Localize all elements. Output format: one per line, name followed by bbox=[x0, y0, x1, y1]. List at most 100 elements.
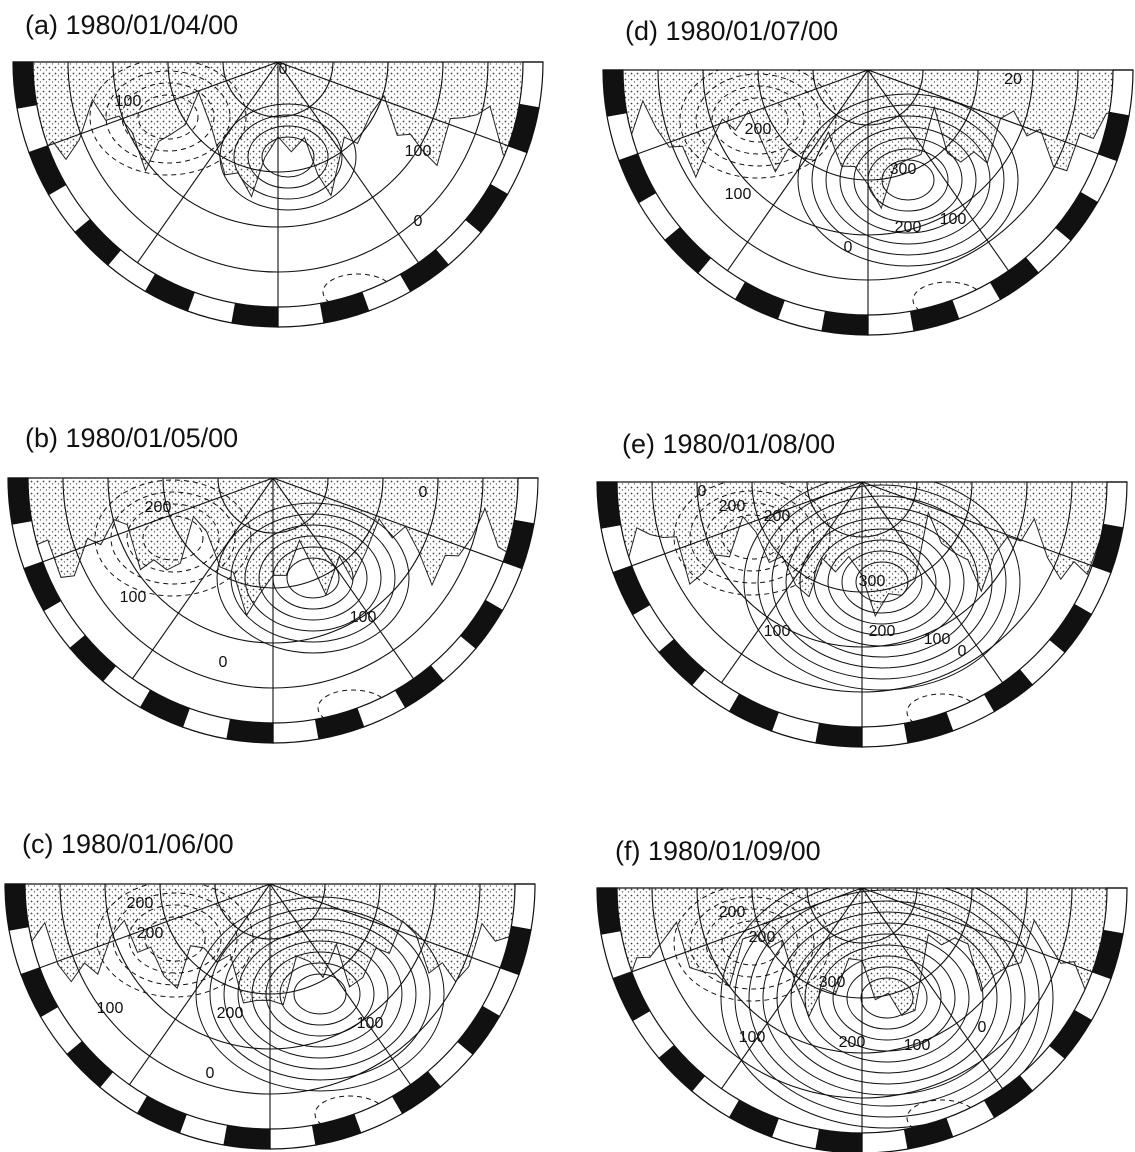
ring-segment bbox=[1109, 70, 1133, 116]
map-body bbox=[5, 674, 535, 1149]
ring-segment bbox=[44, 601, 86, 649]
panel-title: (e) 1980/01/08/00 bbox=[622, 429, 835, 459]
figure: (a) 1980/01/04/00 0 100 100 0 (b) 1980/01/05/… bbox=[0, 0, 1135, 1152]
ring-segment bbox=[13, 62, 37, 108]
ring-segment bbox=[401, 250, 449, 292]
contour-label: 100 bbox=[97, 1000, 124, 1017]
ring-segment bbox=[5, 884, 29, 930]
contour-label: 300 bbox=[890, 161, 917, 178]
ring-segment bbox=[187, 292, 235, 323]
ring-segment bbox=[985, 670, 1033, 712]
contour-label: 0 bbox=[844, 239, 853, 256]
contour-label: 100 bbox=[940, 211, 967, 228]
contour-label: 200 bbox=[217, 1005, 244, 1022]
ring-segment bbox=[357, 690, 406, 727]
ring-segment bbox=[273, 719, 319, 743]
panel-title: (d) 1980/01/07/00 bbox=[625, 16, 838, 46]
ring-segment bbox=[1103, 482, 1127, 528]
ring-segment bbox=[816, 723, 862, 747]
ring-segment bbox=[224, 1125, 270, 1149]
contour-label: 100 bbox=[357, 1015, 384, 1032]
contour-label: 0 bbox=[419, 484, 428, 501]
contour-label: 0 bbox=[279, 61, 288, 78]
contour-label: 0 bbox=[414, 213, 423, 230]
panel-title: (f) 1980/01/09/00 bbox=[615, 836, 821, 866]
ring-segment bbox=[179, 1114, 227, 1145]
panel-title: (a) 1980/01/04/00 bbox=[25, 10, 238, 40]
contour-label: 200 bbox=[764, 508, 791, 525]
ring-segment bbox=[362, 274, 411, 311]
ring-segment bbox=[182, 708, 230, 739]
map-body bbox=[13, 0, 543, 327]
ring-segment bbox=[905, 712, 953, 743]
ring-segment bbox=[8, 478, 32, 524]
contour-label: 100 bbox=[739, 1029, 766, 1046]
ring-segment bbox=[771, 712, 819, 743]
contour-label: 200 bbox=[137, 925, 164, 942]
contour-label: 100 bbox=[764, 623, 791, 640]
contour-label: 200 bbox=[895, 219, 922, 236]
ring-segment bbox=[316, 708, 364, 739]
contour-label: 0 bbox=[206, 1065, 215, 1082]
ring-segment bbox=[270, 1125, 316, 1149]
ring-segment bbox=[771, 1118, 819, 1149]
contour-label: 200 bbox=[719, 904, 746, 921]
ring-segment bbox=[633, 1011, 675, 1059]
contour-label: 200 bbox=[719, 498, 746, 515]
contour-label: 100 bbox=[405, 143, 432, 160]
contour-label: 20 bbox=[1004, 71, 1022, 88]
ring-segment bbox=[24, 562, 61, 611]
ring-segment bbox=[21, 968, 58, 1017]
map-panel: (d) 1980/01/07/00200100300200100020 bbox=[603, 0, 1133, 335]
ring-segment bbox=[822, 311, 868, 335]
ring-segment bbox=[946, 694, 995, 731]
ring-segment bbox=[41, 1007, 83, 1055]
ring-segment bbox=[396, 666, 444, 708]
ring-segment bbox=[619, 154, 656, 203]
ring-segment bbox=[519, 62, 543, 108]
ring-segment bbox=[985, 1076, 1033, 1118]
ring-segment bbox=[603, 70, 627, 116]
ring-segment bbox=[905, 1118, 953, 1149]
ring-segment bbox=[313, 1114, 361, 1145]
ring-segment bbox=[321, 292, 369, 323]
panel-title: (b) 1980/01/05/00 bbox=[25, 423, 238, 453]
ring-segment bbox=[868, 311, 914, 335]
map-panel: (e) 1980/01/08/00 200 200 300 100 200 100 0 0 bbox=[597, 272, 1127, 747]
contour-label: 0 bbox=[958, 643, 967, 660]
contour-label: 0 bbox=[219, 654, 228, 671]
ring-segment bbox=[991, 258, 1039, 300]
ring-segment bbox=[1103, 888, 1127, 934]
ring-segment bbox=[278, 303, 324, 327]
contour-label: 100 bbox=[725, 186, 752, 203]
contour-label: 100 bbox=[924, 631, 951, 648]
ring-segment bbox=[613, 566, 650, 615]
contour-label: 200 bbox=[145, 499, 172, 516]
ring-segment bbox=[862, 1129, 908, 1152]
contour-solid bbox=[294, 974, 346, 1014]
ring-segment bbox=[597, 482, 621, 528]
ring-segment bbox=[227, 719, 273, 743]
contour-label: 200 bbox=[839, 1034, 866, 1051]
contour-label: 100 bbox=[115, 93, 142, 110]
contour-label: 0 bbox=[978, 1019, 987, 1036]
contour-label: 100 bbox=[904, 1037, 931, 1054]
ring-segment bbox=[633, 605, 675, 653]
map-panel: (a) 1980/01/04/00 0 100 100 0 bbox=[13, 0, 543, 327]
ring-segment bbox=[49, 185, 91, 233]
ring-segment bbox=[816, 1129, 862, 1152]
ring-segment bbox=[639, 193, 681, 241]
ring-segment bbox=[232, 303, 278, 327]
contour-label: 300 bbox=[819, 974, 846, 991]
ring-segment bbox=[29, 146, 66, 195]
ring-segment bbox=[613, 972, 650, 1021]
map-body bbox=[603, 0, 1133, 335]
ring-segment bbox=[946, 1100, 995, 1137]
contour-label: 100 bbox=[350, 609, 377, 626]
contour-label: 300 bbox=[859, 573, 886, 590]
contour-label: 0 bbox=[698, 483, 707, 500]
ring-segment bbox=[393, 1072, 441, 1114]
contour-label: 200 bbox=[869, 623, 896, 640]
ring-segment bbox=[514, 478, 538, 524]
